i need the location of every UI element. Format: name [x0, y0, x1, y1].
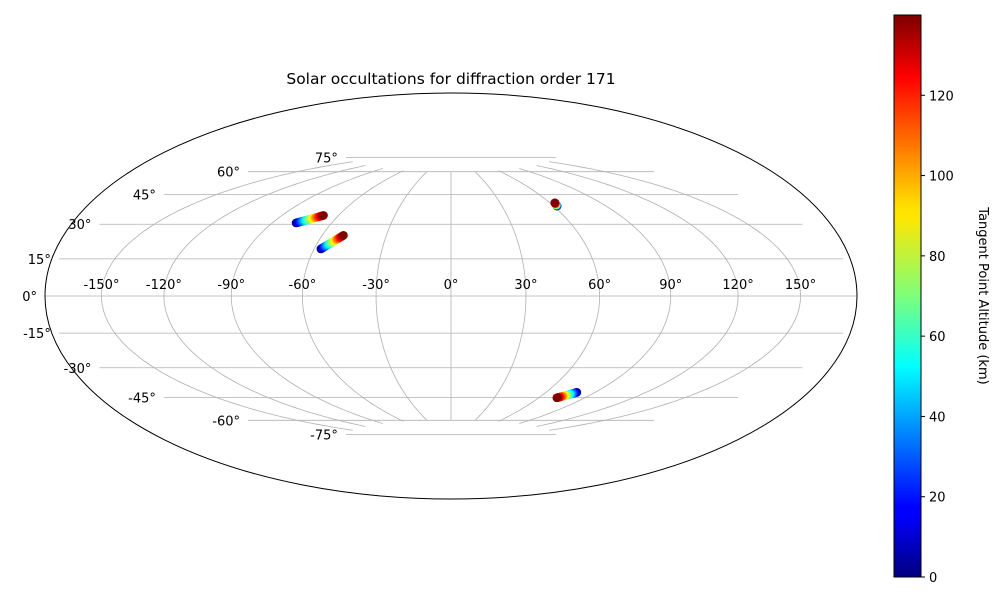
occultation-track — [316, 231, 348, 254]
colorbar-tick-label: 20 — [929, 491, 946, 506]
occultation-track — [291, 211, 328, 228]
colorbar-tick-label: 100 — [929, 170, 954, 185]
lon-tick-label: -150° — [83, 278, 119, 293]
lat-tick-label: -30° — [64, 362, 92, 377]
colorbar-tick-label: 40 — [929, 410, 946, 425]
longitude-tick-labels: -150° -120° -90° -60° -30° 0° 30° 60° 90° 120° 150… — [83, 278, 816, 293]
lon-tick-label: 60° — [588, 278, 611, 293]
lon-tick-label: -120° — [146, 278, 182, 293]
lat-tick-label: 15° — [28, 253, 51, 268]
data-point — [339, 231, 348, 240]
lat-tick-label: 75° — [315, 151, 338, 166]
occultation-points — [291, 198, 582, 403]
map-outline — [44, 92, 858, 500]
lon-tick-label: 120° — [722, 278, 753, 293]
lat-tick-label: 30° — [68, 218, 91, 233]
colorbar: 0 20 40 60 80 100 120 Tangent Point Altitude (… — [893, 14, 990, 586]
colorbar-tick-label: 120 — [929, 89, 954, 104]
lon-tick-label: -30° — [362, 278, 390, 293]
chart-title: Solar occultations for diffraction order… — [286, 70, 615, 88]
lat-tick-label: 45° — [133, 189, 156, 204]
colorbar-tick-label: 80 — [929, 250, 946, 265]
colorbar-label: Tangent Point Altitude (km) — [975, 206, 990, 384]
lon-tick-label: 150° — [785, 278, 816, 293]
data-point — [552, 393, 562, 403]
occultation-track — [550, 198, 562, 211]
lat-tick-label: -15° — [23, 327, 51, 342]
latitude-tick-labels: -75° -60° -45° -30° -15° 0° 15° 30° 45° 60° 75° — [22, 151, 338, 443]
lat-tick-label: 60° — [217, 166, 240, 181]
lon-tick-label: -90° — [217, 278, 245, 293]
lon-tick-label: -60° — [289, 278, 317, 293]
lat-tick-label: 0° — [22, 290, 37, 305]
lat-tick-label: -45° — [128, 392, 156, 407]
lon-tick-label: 90° — [659, 278, 682, 293]
lon-tick-label: 0° — [444, 278, 459, 293]
data-point — [550, 198, 560, 208]
colorbar-ticks: 0 20 40 60 80 100 120 — [921, 89, 954, 586]
lat-tick-label: -75° — [310, 429, 338, 444]
data-point — [319, 211, 328, 220]
colorbar-gradient — [893, 14, 922, 578]
map-grid — [45, 156, 857, 436]
lon-tick-label: 30° — [514, 278, 537, 293]
colorbar-tick-label: 60 — [929, 330, 946, 345]
colorbar-tick-label: 0 — [929, 571, 937, 586]
occultation-track — [552, 388, 582, 403]
lat-tick-label: -60° — [212, 414, 240, 429]
